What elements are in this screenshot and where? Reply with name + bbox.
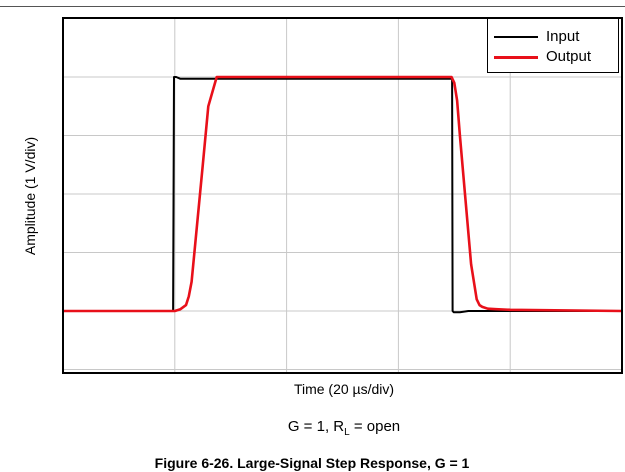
- condition-subscript: L: [344, 427, 350, 438]
- condition-prefix: G = 1, R: [287, 418, 345, 435]
- figure-caption: Figure 6-26. Large-Signal Step Response,…: [154, 455, 470, 471]
- legend-label-input: Input: [546, 28, 580, 45]
- legend-swatch-input: [494, 36, 538, 38]
- test-condition: G = 1, RL = open: [288, 418, 400, 438]
- legend-item-output: Output: [494, 48, 618, 66]
- y-axis-label: Amplitude (1 V/div): [22, 136, 38, 256]
- legend-swatch-output: [494, 56, 538, 59]
- series-line-output: [63, 75, 623, 313]
- plot-frame: [62, 17, 623, 374]
- series-line-input: [63, 76, 622, 314]
- x-axis-label: Time (20 µs/div): [293, 381, 395, 397]
- condition-suffix: = open: [349, 418, 401, 435]
- top-rule: [0, 6, 625, 7]
- legend-label-output: Output: [546, 48, 592, 65]
- legend-item-input: Input: [494, 28, 618, 46]
- series-lines: [63, 75, 623, 314]
- legend: Input Output: [487, 18, 619, 73]
